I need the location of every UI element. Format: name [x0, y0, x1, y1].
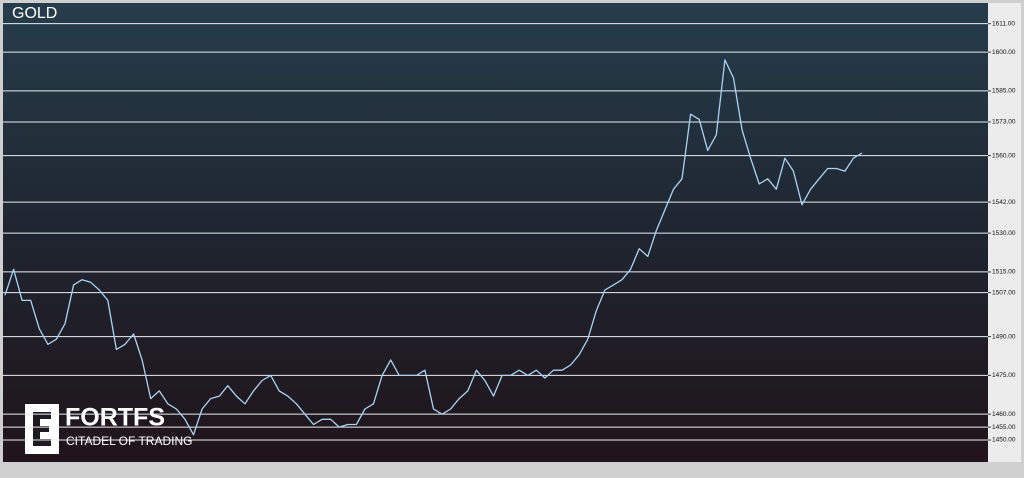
y-tick-label: 1542.00: [992, 199, 1016, 206]
y-tick-label: 1611.00: [992, 20, 1015, 27]
price-axis: [988, 3, 1021, 462]
y-tick-label: 1560.00: [992, 152, 1016, 159]
logo-tagline: CITADEL OF TRADING: [66, 434, 192, 448]
logo-glyph: [33, 412, 51, 446]
y-tick-label: 1600.00: [992, 49, 1016, 56]
chart-title: GOLD: [12, 5, 57, 22]
y-tick-label: 1475.00: [992, 372, 1016, 379]
y-tick-label: 1585.00: [992, 88, 1016, 95]
y-tick-label: 1573.00: [992, 119, 1016, 126]
y-tick-label: 1455.00: [992, 424, 1016, 431]
y-tick-label: 1507.00: [992, 289, 1016, 296]
plot-area: [3, 3, 988, 462]
y-tick-label: 1530.00: [992, 230, 1016, 237]
y-tick-label: 1450.00: [992, 437, 1016, 444]
y-tick-label: 1490.00: [992, 333, 1016, 340]
y-tick-label: 1515.00: [992, 269, 1016, 276]
y-tick-label: 1460.00: [992, 411, 1016, 418]
price-line: [4, 59, 863, 436]
